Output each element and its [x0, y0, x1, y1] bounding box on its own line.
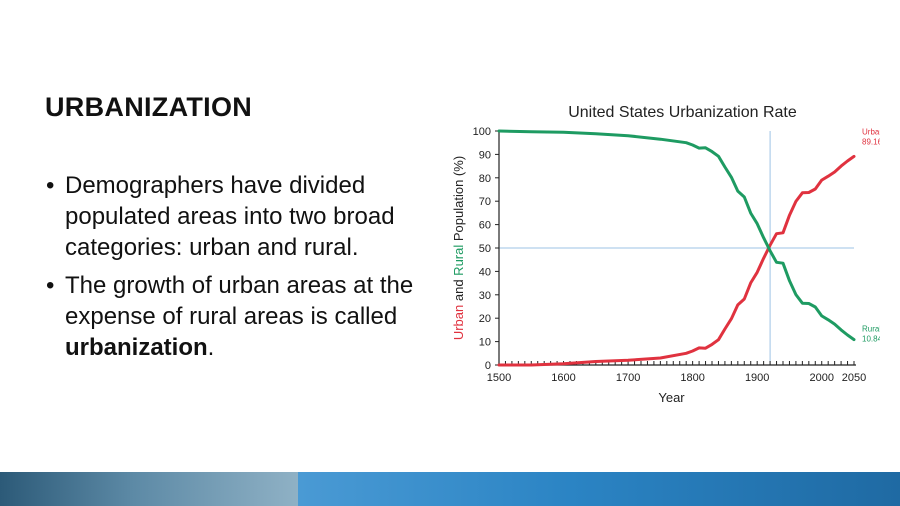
x-tick-label: 1800 — [680, 372, 704, 384]
footer-bar-left — [0, 472, 298, 506]
bullet-text: The growth of urban areas at the expense… — [65, 272, 414, 330]
bullet-text-end: . — [207, 334, 215, 361]
urbanization-chart: United States Urbanization Rate 0 10 20 30 40… — [440, 92, 884, 412]
y-tick-label: 20 — [479, 313, 491, 325]
bullet-text: Demographers have divided populated area… — [65, 172, 395, 261]
x-tick-label: 2050 — [842, 372, 866, 384]
bullet-bold-term: urbanization — [65, 334, 208, 361]
bullet-list: • Demographers have divided populated ar… — [46, 170, 436, 370]
x-tick-label: 1900 — [745, 372, 769, 384]
y-tick-label: 30 — [479, 290, 491, 302]
series-end-value-urban: 89.16 — [862, 137, 880, 146]
x-tick-label: 2000 — [809, 372, 833, 384]
y-tick-label: 100 — [473, 126, 491, 138]
x-axis-label: Year — [658, 390, 685, 405]
series-line-rural — [497, 129, 856, 342]
series-label-urban: Urban — [862, 127, 880, 136]
y-axis-label-part: Rural — [451, 245, 466, 276]
y-tick-label: 40 — [479, 266, 491, 278]
series-label-rural: Rural — [862, 325, 880, 334]
series-line-urban — [497, 154, 856, 367]
bullet-marker: • — [46, 172, 55, 199]
y-tick-label: 10 — [479, 337, 491, 349]
x-tick-label: 1500 — [487, 372, 511, 384]
y-tick-label: 60 — [479, 220, 491, 232]
y-axis-label: Urban and Rural Population (%) — [451, 156, 466, 340]
y-tick-label: 80 — [479, 173, 491, 185]
chart-svg: United States Urbanization Rate 0 10 20 30 40… — [451, 104, 884, 405]
bullet-item: • The growth of urban areas at the expen… — [46, 270, 436, 363]
footer-bar-right — [298, 472, 900, 506]
x-tick-label: 1700 — [616, 372, 640, 384]
y-tick-label: 90 — [479, 149, 491, 161]
y-tick-label: 70 — [479, 196, 491, 208]
y-axis-label-part: and — [451, 276, 466, 305]
chart-title: United States Urbanization Rate — [568, 104, 797, 121]
y-axis-label-part: Population (%) — [451, 156, 466, 245]
y-axis-label-part: Urban — [451, 305, 466, 340]
bullet-item: • Demographers have divided populated ar… — [46, 170, 436, 263]
y-tick-label: 50 — [479, 243, 491, 255]
y-tick-label: 0 — [485, 360, 491, 372]
x-tick-label: 1600 — [551, 372, 575, 384]
series-end-value-rural: 10.84 — [862, 335, 880, 344]
bullet-marker: • — [46, 272, 55, 299]
slide-title: URBANIZATION — [45, 92, 253, 122]
